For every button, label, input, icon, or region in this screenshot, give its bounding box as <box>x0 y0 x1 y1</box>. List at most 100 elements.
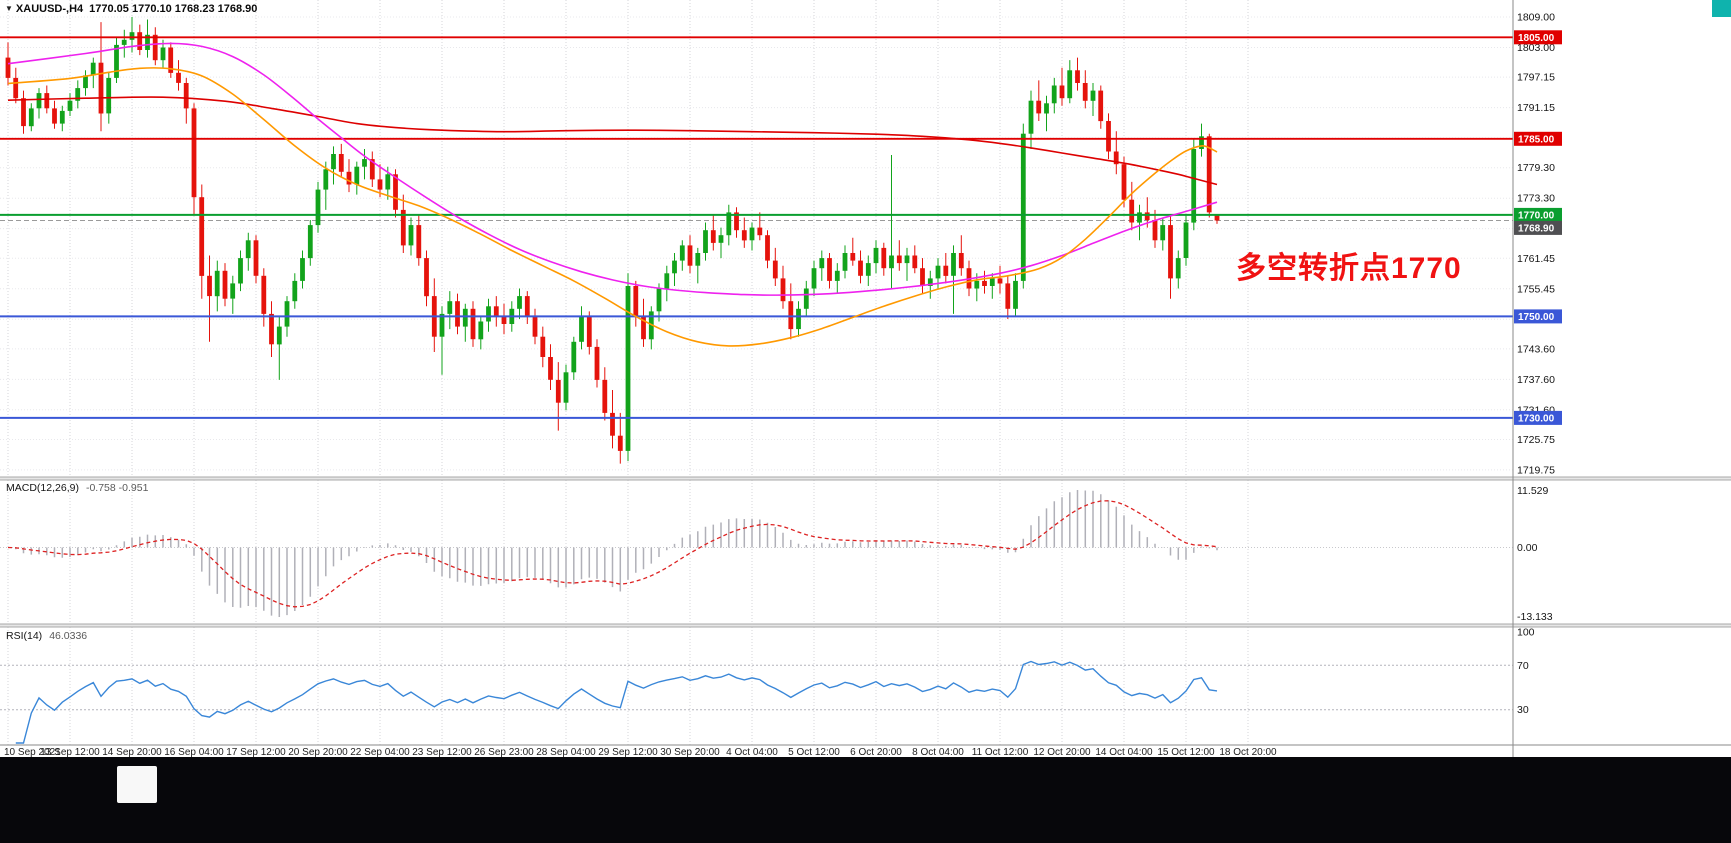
candle <box>610 412 615 436</box>
candle <box>377 179 383 190</box>
candle <box>943 265 949 276</box>
candle <box>1137 212 1142 223</box>
candle <box>83 75 88 89</box>
candle <box>641 316 646 340</box>
svg-text:8 Oct 04:00: 8 Oct 04:00 <box>912 747 964 757</box>
candle <box>935 265 941 279</box>
chart-canvas[interactable]: 1809.001803.001797.151791.151785.151779.… <box>0 0 1731 757</box>
candle <box>834 270 840 281</box>
candle <box>1113 151 1119 165</box>
candle <box>896 255 902 264</box>
candle <box>927 278 933 286</box>
candle <box>1206 136 1212 213</box>
panel-splitter[interactable] <box>0 476 1731 481</box>
candle <box>1098 90 1104 122</box>
candle <box>842 253 848 271</box>
candle <box>788 301 794 330</box>
candle <box>470 308 476 340</box>
candle <box>261 275 267 314</box>
candle <box>439 313 445 337</box>
candle <box>59 110 65 124</box>
candle <box>997 278 1003 284</box>
svg-text:70: 70 <box>1517 660 1529 672</box>
candle <box>703 230 708 253</box>
svg-text:1797.15: 1797.15 <box>1517 72 1555 84</box>
candle <box>1175 258 1181 279</box>
candle <box>478 321 484 340</box>
candle <box>424 258 429 297</box>
taskbar-item[interactable] <box>117 766 157 803</box>
candle <box>1144 212 1150 220</box>
candle <box>214 270 220 297</box>
ma-line-slow <box>7 96 1218 186</box>
candle <box>951 253 956 276</box>
candle <box>726 212 732 236</box>
candle <box>44 93 50 109</box>
candles <box>5 32 1220 451</box>
macd-signal-line <box>7 500 1218 608</box>
candle <box>90 62 96 76</box>
candle <box>811 268 817 289</box>
svg-text:1725.75: 1725.75 <box>1517 434 1555 446</box>
candle <box>803 288 809 309</box>
candle <box>1129 199 1135 223</box>
candle <box>571 341 577 373</box>
candle <box>1013 280 1018 309</box>
candle <box>517 296 522 309</box>
price-badge: 1768.90 <box>1514 220 1562 235</box>
axis-corner-button[interactable] <box>1712 0 1731 17</box>
grid-horizontal-lines <box>0 16 1513 471</box>
candle <box>920 268 925 286</box>
svg-text:1737.60: 1737.60 <box>1517 374 1555 386</box>
candle <box>338 154 344 172</box>
candle <box>121 39 127 45</box>
candle <box>276 326 282 345</box>
candle <box>1168 225 1173 279</box>
panel-splitter[interactable] <box>0 623 1731 628</box>
candle <box>1199 136 1204 149</box>
candle <box>292 280 298 302</box>
candle <box>579 316 584 342</box>
svg-text:13 Sep 12:00: 13 Sep 12:00 <box>40 747 100 757</box>
candle <box>625 286 631 451</box>
candle <box>555 379 561 403</box>
candle <box>602 379 608 413</box>
svg-text:15 Oct 12:00: 15 Oct 12:00 <box>1157 747 1215 757</box>
svg-text:12 Oct 20:00: 12 Oct 20:00 <box>1033 747 1091 757</box>
svg-text:1768.90: 1768.90 <box>1518 224 1555 235</box>
candle <box>462 308 468 327</box>
svg-text:28 Sep 04:00: 28 Sep 04:00 <box>536 747 596 757</box>
candle <box>137 32 143 50</box>
candle <box>881 247 887 269</box>
candle <box>67 100 73 111</box>
macd-histogram <box>15 490 1218 617</box>
candle <box>315 189 321 226</box>
svg-text:14 Oct 04:00: 14 Oct 04:00 <box>1095 747 1153 757</box>
candle <box>656 288 662 312</box>
svg-text:20 Sep 20:00: 20 Sep 20:00 <box>288 747 348 757</box>
svg-text:5 Oct 12:00: 5 Oct 12:00 <box>788 747 840 757</box>
candle <box>269 313 274 345</box>
symbol-dropdown-icon[interactable]: ▼ <box>5 4 13 13</box>
candle <box>230 283 236 299</box>
candle <box>548 357 553 380</box>
chart-symbol-label: XAUUSD-,H4 <box>15 3 84 15</box>
candle <box>331 154 336 170</box>
taskbar <box>0 757 1731 843</box>
candle <box>493 306 499 317</box>
candle <box>741 230 747 241</box>
candle <box>679 245 685 261</box>
candle <box>865 263 871 276</box>
candle <box>664 273 670 289</box>
svg-text:1779.30: 1779.30 <box>1517 162 1555 174</box>
candle <box>152 34 158 61</box>
candle <box>889 255 894 269</box>
candle <box>1075 70 1080 83</box>
candle <box>362 159 367 167</box>
candle <box>695 253 701 266</box>
candle <box>1183 222 1189 258</box>
candle <box>974 280 980 289</box>
svg-text:1791.15: 1791.15 <box>1517 102 1555 114</box>
